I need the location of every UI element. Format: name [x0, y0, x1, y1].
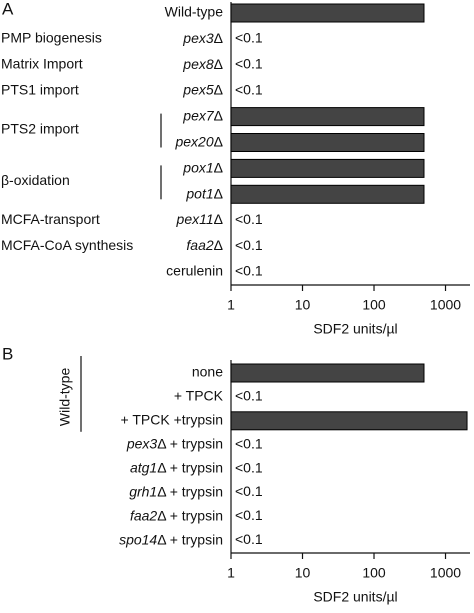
- x-tick-label: 1: [227, 565, 235, 581]
- panel-label: B: [2, 344, 13, 363]
- value-label: <0.1: [235, 263, 263, 279]
- group-label: Wild-type: [57, 368, 73, 427]
- value-label: <0.1: [235, 507, 263, 523]
- category-label: + TPCK: [174, 388, 224, 404]
- category-label: pot1Δ: [185, 185, 223, 201]
- bar: [230, 184, 425, 204]
- category-label: spo14Δ + trypsin: [119, 531, 223, 547]
- x-tick-label: 1000: [430, 565, 461, 581]
- group-label: PTS2 import: [1, 120, 79, 136]
- group-label: PTS1 import: [1, 81, 79, 97]
- value-label: <0.1: [235, 435, 263, 451]
- panel-label: A: [2, 0, 14, 18]
- value-label: <0.1: [235, 459, 263, 475]
- x-tick-label: 10: [295, 565, 311, 581]
- x-axis-label: SDF2 units/µl: [313, 589, 397, 605]
- bar: [230, 411, 468, 431]
- group-label: β-oxidation: [1, 172, 70, 188]
- category-label: faa2Δ: [186, 237, 223, 253]
- category-label: pex8Δ: [182, 56, 223, 72]
- x-tick-label: 100: [362, 297, 386, 313]
- category-label: faa2Δ + trypsin: [130, 507, 223, 523]
- value-label: <0.1: [235, 483, 263, 499]
- category-label: pex3Δ: [182, 30, 223, 46]
- group-label: MCFA-CoA synthesis: [1, 237, 133, 253]
- group-label: PMP biogenesis: [1, 30, 102, 46]
- x-tick-label: 10: [295, 297, 311, 313]
- category-label: pex7Δ: [182, 107, 223, 123]
- value-label: <0.1: [235, 531, 263, 547]
- bar: [230, 107, 425, 127]
- x-tick-label: 1000: [430, 297, 461, 313]
- value-label: <0.1: [235, 211, 263, 227]
- category-label: atg1Δ + trypsin: [130, 459, 223, 475]
- value-label: <0.1: [235, 237, 263, 253]
- bar: [230, 158, 425, 178]
- x-tick-label: 100: [362, 565, 386, 581]
- bar: [230, 133, 425, 152]
- x-axis-label: SDF2 units/µl: [313, 321, 397, 337]
- category-label: Wild-type: [165, 4, 224, 20]
- group-label: MCFA-transport: [1, 211, 100, 227]
- value-label: <0.1: [235, 56, 263, 72]
- category-label: pox1Δ: [182, 159, 223, 175]
- category-label: pex3Δ + trypsin: [126, 435, 223, 451]
- group-label: Matrix Import: [1, 56, 83, 72]
- x-tick-label: 1: [227, 297, 235, 313]
- category-label: pex20Δ: [174, 133, 223, 149]
- bar: [230, 3, 425, 23]
- category-label: pex5Δ: [182, 81, 223, 97]
- category-label: pex11Δ: [176, 211, 223, 227]
- value-label: <0.1: [235, 30, 263, 46]
- category-label: + TPCK +trypsin: [121, 412, 223, 428]
- value-label: <0.1: [235, 388, 263, 404]
- bar: [230, 363, 425, 383]
- category-label: cerulenin: [166, 263, 223, 279]
- value-label: <0.1: [235, 81, 263, 97]
- category-label: grh1Δ + trypsin: [129, 483, 223, 499]
- category-label: none: [192, 364, 223, 380]
